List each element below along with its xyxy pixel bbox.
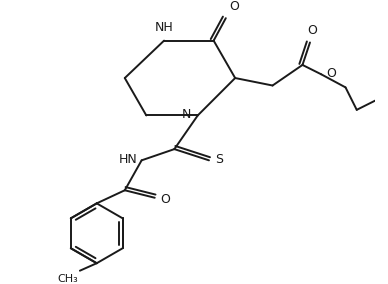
Text: N: N [182, 108, 191, 121]
Text: NH: NH [155, 21, 173, 34]
Text: O: O [326, 67, 336, 80]
Text: O: O [160, 193, 170, 206]
Text: HN: HN [119, 153, 138, 166]
Text: O: O [307, 24, 317, 37]
Text: O: O [230, 1, 239, 14]
Text: CH₃: CH₃ [57, 273, 78, 283]
Text: S: S [215, 153, 223, 166]
